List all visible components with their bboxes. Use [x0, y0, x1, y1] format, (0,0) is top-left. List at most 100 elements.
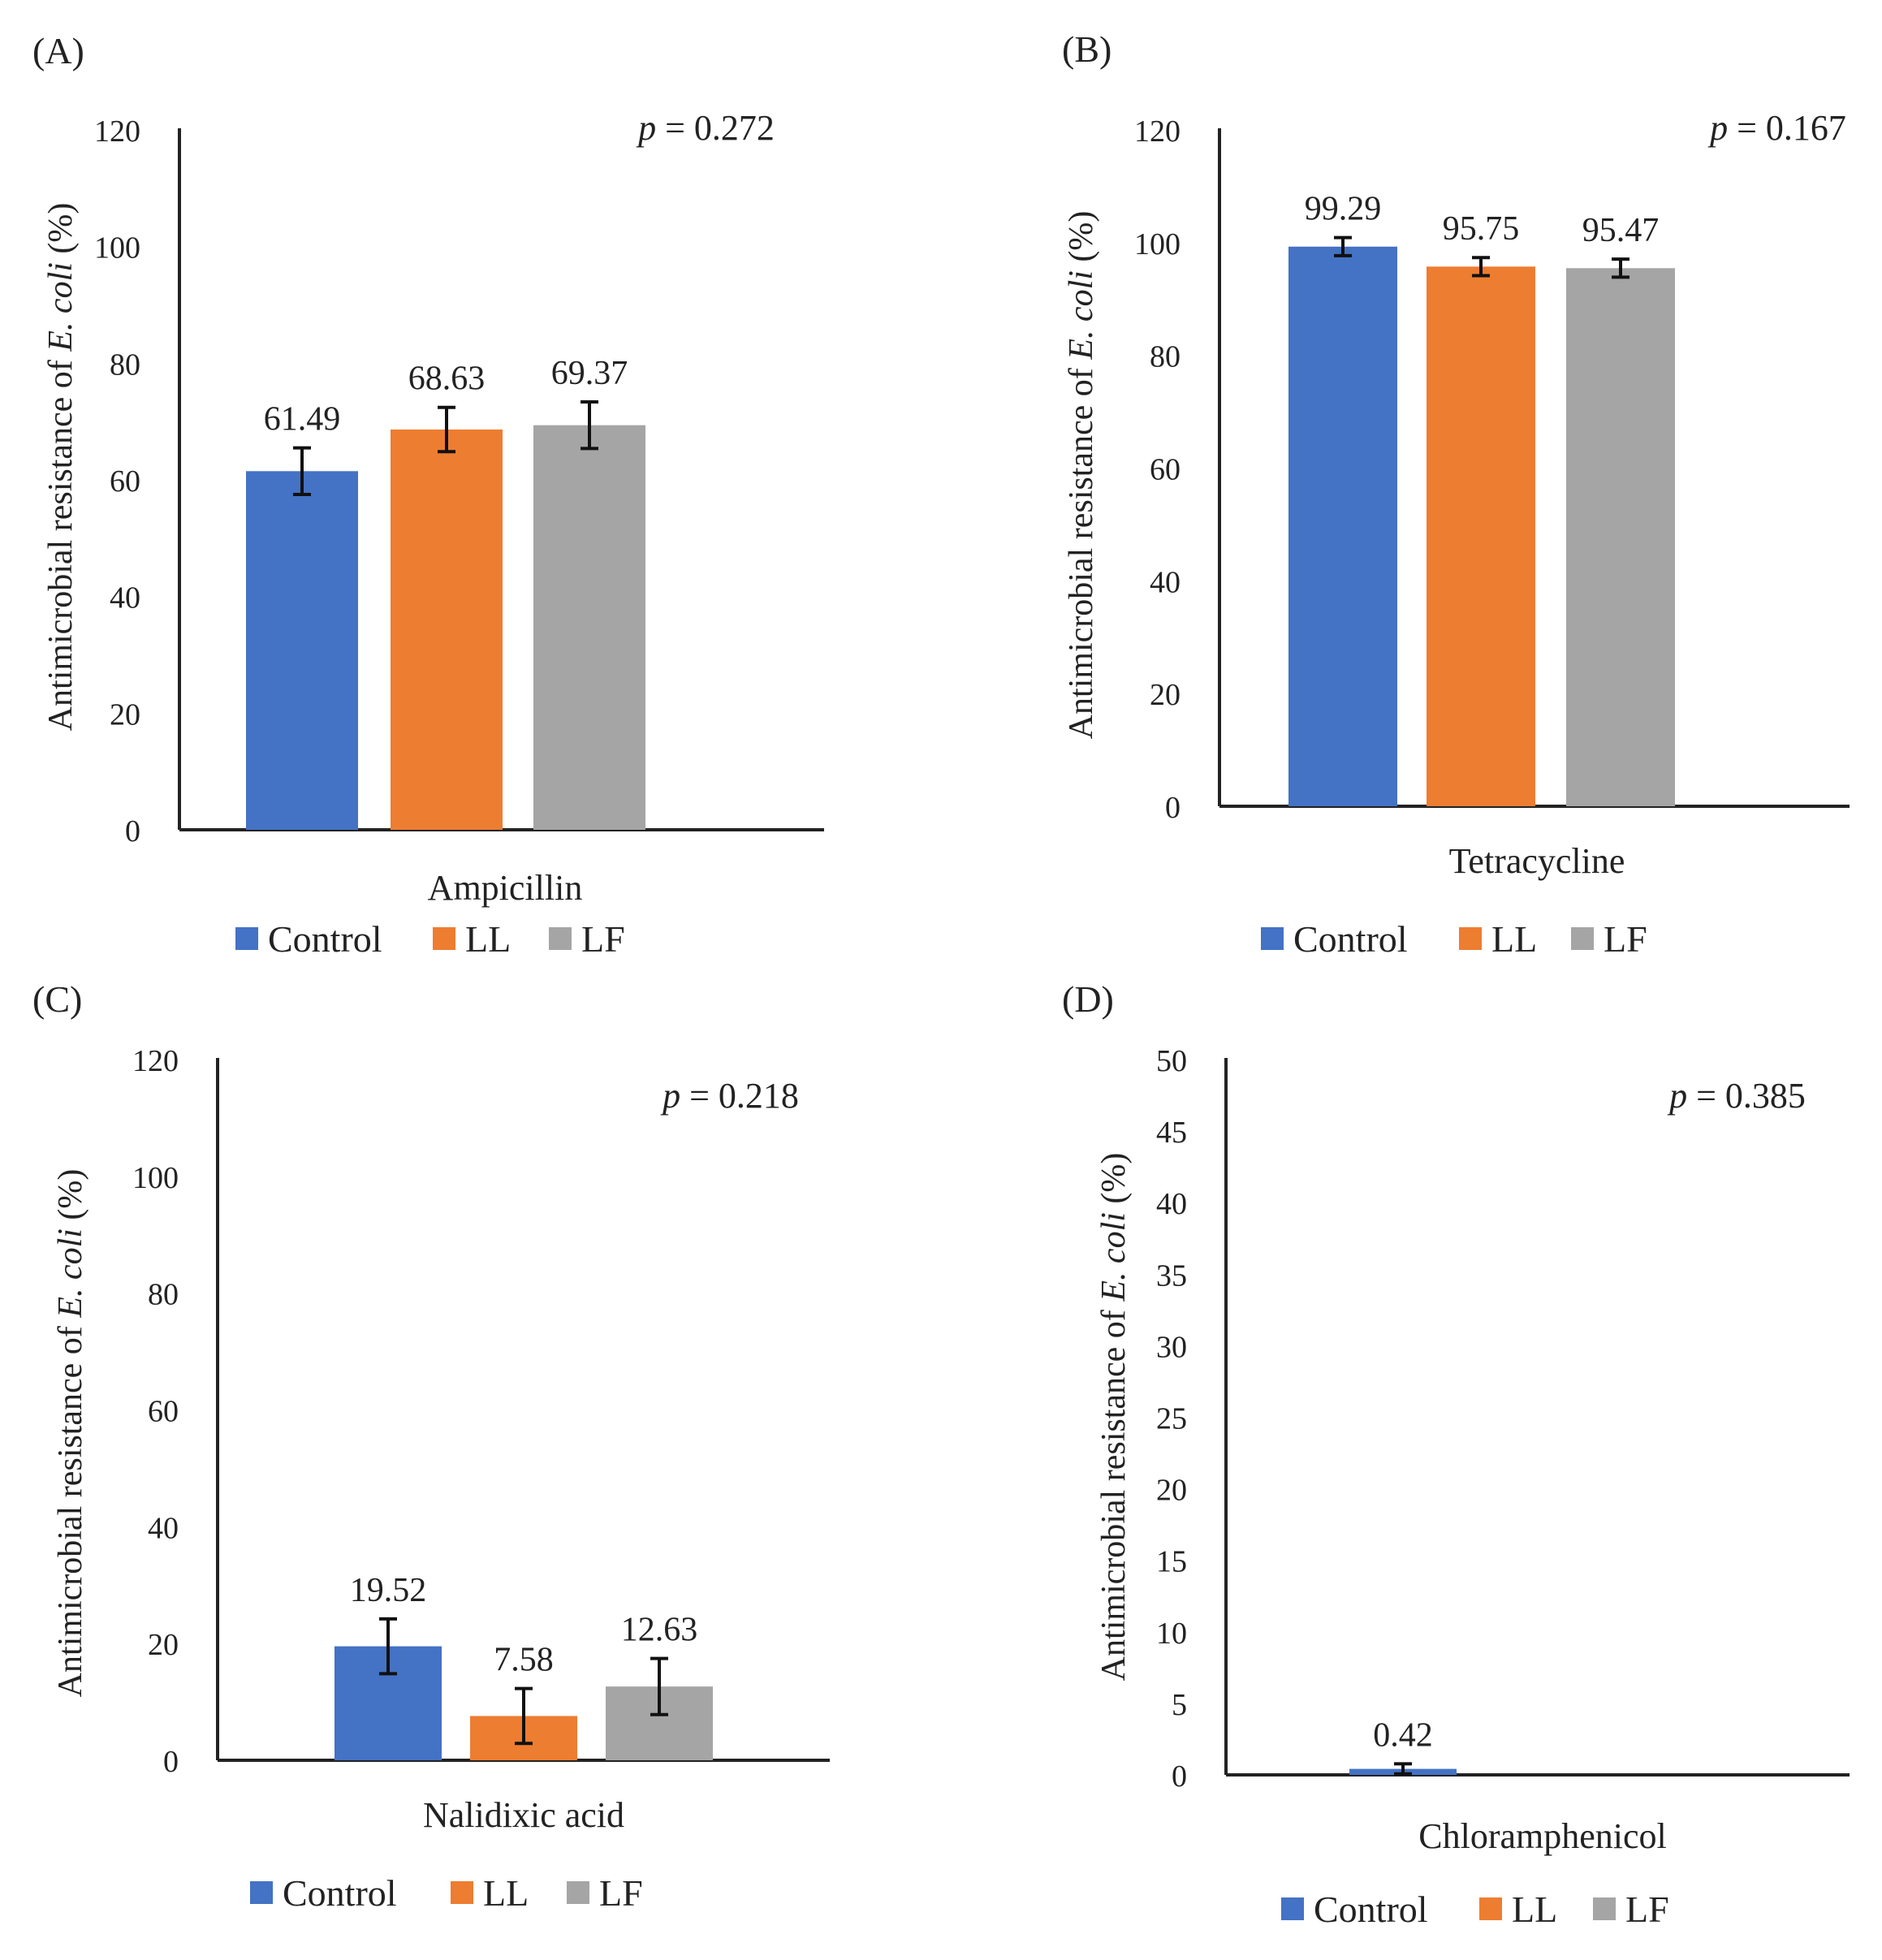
p-symbol: p	[636, 108, 665, 148]
y-axis-label-part: (%)	[52, 1169, 89, 1228]
y-axis-label: Antimicrobial resistance of E. coli (%)	[1063, 211, 1100, 740]
data-label: 95.47	[1582, 212, 1660, 249]
legend-label-ll: LL	[465, 918, 511, 960]
legend-label-lf: LF	[1604, 918, 1647, 960]
legend-swatch-ll	[1479, 1897, 1502, 1920]
legend-label-lf: LF	[599, 1872, 643, 1914]
y-axis-label-part: E. coli	[1063, 270, 1100, 360]
y-axis-label-part: Antimicrobial resistance of	[42, 352, 80, 732]
data-label: 95.75	[1443, 210, 1520, 248]
y-tick-label: 5	[1172, 1688, 1187, 1722]
legend-swatch-lf	[567, 1881, 589, 1904]
y-tick-label: 120	[1134, 114, 1181, 149]
y-tick-label: 0	[125, 814, 140, 848]
data-label: 7.58	[494, 1642, 554, 1679]
y-tick-label: 40	[148, 1511, 179, 1545]
y-axis-label: Antimicrobial resistance of E. coli (%)	[52, 1169, 89, 1698]
data-label: 0.42	[1373, 1716, 1433, 1754]
legend-label-ll: LL	[1491, 918, 1537, 960]
bar-lf	[1566, 268, 1675, 807]
y-axis-label-part: E. coli	[52, 1228, 89, 1319]
p-value-number: = 0.385	[1696, 1076, 1806, 1116]
bar-control	[246, 471, 358, 830]
chart-panel-a: (A) 0 20 40 60 80 100 120 61.49 68.63 69.37 Ampicil…	[32, 30, 824, 960]
y-tick-label: 30	[1156, 1330, 1187, 1364]
y-axis-label-part: Antimicrobial resistance of	[1095, 1302, 1133, 1682]
y-tick-label: 15	[1156, 1545, 1187, 1579]
y-tick-label: 100	[132, 1161, 179, 1195]
y-tick-label: 60	[110, 464, 140, 499]
legend-label-ll: LL	[483, 1872, 529, 1914]
chart-panel-b: (B) 0 20 40 60 80 100 120 99.29 95.75 95.47 Tetracy…	[1062, 28, 1850, 960]
y-axis-label-part: Antimicrobial resistance of	[52, 1318, 89, 1698]
bar-control	[1288, 246, 1397, 806]
y-tick-label: 0	[1165, 791, 1181, 825]
y-axis-label-part: Antimicrobial resistance of	[1063, 360, 1100, 740]
y-tick-label: 40	[1150, 565, 1181, 599]
data-label: 99.29	[1305, 191, 1382, 228]
p-symbol: p	[660, 1076, 689, 1116]
y-tick-label: 40	[110, 581, 140, 615]
legend-swatch-control	[250, 1881, 273, 1904]
panel-label: (A)	[32, 30, 84, 71]
p-symbol: p	[1707, 108, 1737, 148]
y-tick-label: 100	[1134, 227, 1181, 261]
data-label: 68.63	[408, 360, 486, 398]
y-tick-label: 40	[1156, 1187, 1187, 1221]
bar-lf	[533, 425, 645, 830]
data-label: 69.37	[551, 355, 628, 392]
p-value-number: = 0.272	[665, 108, 775, 148]
y-tick-label: 120	[94, 114, 140, 149]
y-tick-label: 25	[1156, 1402, 1187, 1436]
y-tick-label: 80	[148, 1278, 179, 1312]
data-label: 19.52	[350, 1572, 427, 1609]
legend-label-lf: LF	[1625, 1889, 1669, 1930]
legend-swatch-lf	[1571, 927, 1594, 950]
y-tick-label: 45	[1156, 1116, 1187, 1150]
legend-swatch-control	[1281, 1897, 1304, 1920]
y-axis-label-part: (%)	[1095, 1153, 1133, 1212]
y-axis-label-part: (%)	[1063, 211, 1100, 270]
p-value: p = 0.385	[1667, 1076, 1806, 1116]
y-tick-label: 0	[163, 1745, 179, 1779]
legend-swatch-ll	[1459, 927, 1482, 950]
y-axis-label-part: (%)	[42, 203, 80, 262]
y-tick-label: 80	[110, 348, 140, 382]
y-tick-label: 0	[1172, 1759, 1187, 1794]
y-axis-label-part: E. coli	[42, 262, 80, 352]
legend-swatch-ll	[433, 927, 455, 950]
y-tick-label: 20	[148, 1628, 179, 1662]
bar-ll	[391, 430, 503, 830]
y-tick-label: 50	[1156, 1044, 1187, 1078]
p-symbol: p	[1667, 1076, 1696, 1116]
y-tick-label: 100	[94, 231, 140, 266]
y-tick-label: 20	[1156, 1474, 1187, 1508]
p-value-number: = 0.218	[689, 1076, 799, 1116]
legend-label-control: Control	[1314, 1889, 1428, 1930]
legend-swatch-lf	[1593, 1897, 1616, 1920]
p-value: p = 0.272	[636, 108, 775, 148]
legend-swatch-control	[235, 927, 258, 950]
y-axis-label: Antimicrobial resistance of E. coli (%)	[42, 203, 80, 732]
y-tick-label: 120	[132, 1044, 179, 1078]
y-axis-label-part: E. coli	[1095, 1212, 1133, 1302]
y-tick-label: 10	[1156, 1617, 1187, 1651]
data-label: 61.49	[264, 401, 341, 438]
x-category-label: Nalidixic acid	[423, 1795, 624, 1835]
legend-label-control: Control	[283, 1872, 397, 1914]
y-tick-label: 60	[1150, 453, 1181, 487]
y-tick-label: 35	[1156, 1258, 1187, 1293]
chart-panel-d: (D) 0 5 10 15 20 25 30 35 40 45 50 0.42 Chloramphenic…	[1062, 978, 1850, 1930]
y-tick-label: 60	[148, 1395, 179, 1429]
panel-label: (B)	[1062, 28, 1112, 70]
legend-swatch-lf	[549, 927, 572, 950]
panel-label: (C)	[32, 978, 82, 1020]
chart-panel-c: (C) 0 20 40 60 80 100 120 19.52 7.58 12.63 Nalidixi…	[32, 978, 830, 1914]
y-tick-label: 20	[110, 697, 140, 732]
p-value: p = 0.218	[660, 1076, 799, 1116]
legend-label-control: Control	[1293, 918, 1408, 960]
bar-ll	[1427, 266, 1535, 806]
p-value-number: = 0.167	[1737, 108, 1846, 148]
p-value: p = 0.167	[1707, 108, 1846, 148]
